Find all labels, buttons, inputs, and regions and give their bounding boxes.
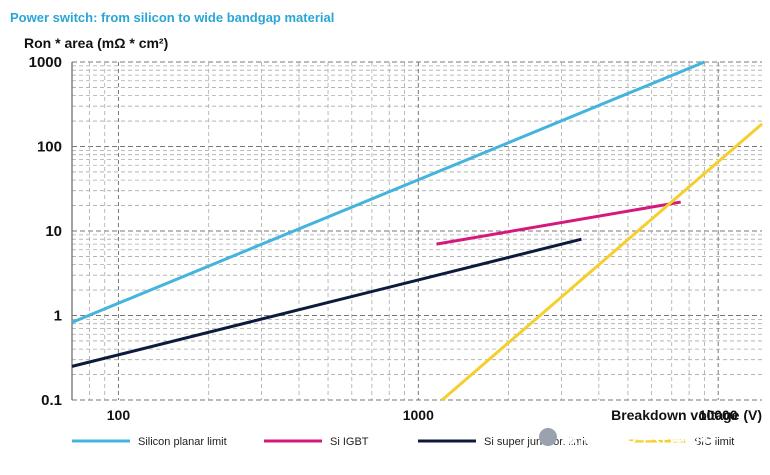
chart-title: Power switch: from silicon to wide bandg… bbox=[10, 10, 334, 25]
y-tick-label: 10 bbox=[45, 223, 62, 240]
y-tick-label: 1 bbox=[54, 308, 62, 325]
grid bbox=[71, 61, 762, 401]
y-tick-label: 100 bbox=[37, 139, 62, 156]
y-tick-labels: 0.1 1 10 100 1000 bbox=[29, 54, 62, 409]
legend-label: Si super junction limit bbox=[484, 436, 588, 448]
series-line-3 bbox=[441, 122, 763, 402]
y-tick-label: 0.1 bbox=[41, 392, 62, 409]
watermark: 碳化硅SiC半导体材料 bbox=[539, 428, 717, 447]
series-lines bbox=[71, 60, 763, 402]
legend: Silicon planar limit Si IGBT Si super junc… bbox=[72, 436, 734, 448]
wechat-icon bbox=[539, 428, 557, 446]
legend-label: Si IGBT bbox=[330, 436, 369, 448]
y-tick-label: 1000 bbox=[29, 54, 62, 71]
watermark-text: 碳化硅SiC半导体材料 bbox=[562, 428, 717, 447]
x-tick-label: 1000 bbox=[403, 407, 434, 423]
y-axis-label: Ron * area (mΩ * cm²) bbox=[24, 35, 168, 51]
x-tick-label: 100 bbox=[107, 407, 131, 423]
series-line-1 bbox=[436, 200, 681, 246]
series-line-2 bbox=[71, 237, 582, 368]
x-axis-label: Breakdown voltage (V) bbox=[611, 407, 762, 423]
legend-label: Silicon planar limit bbox=[138, 436, 227, 448]
x-tick-labels: 100 1000 10000 bbox=[107, 407, 738, 423]
legend-label: SiC limit bbox=[694, 436, 734, 448]
x-tick-label: 10000 bbox=[699, 407, 738, 423]
series-line-0 bbox=[71, 60, 706, 324]
